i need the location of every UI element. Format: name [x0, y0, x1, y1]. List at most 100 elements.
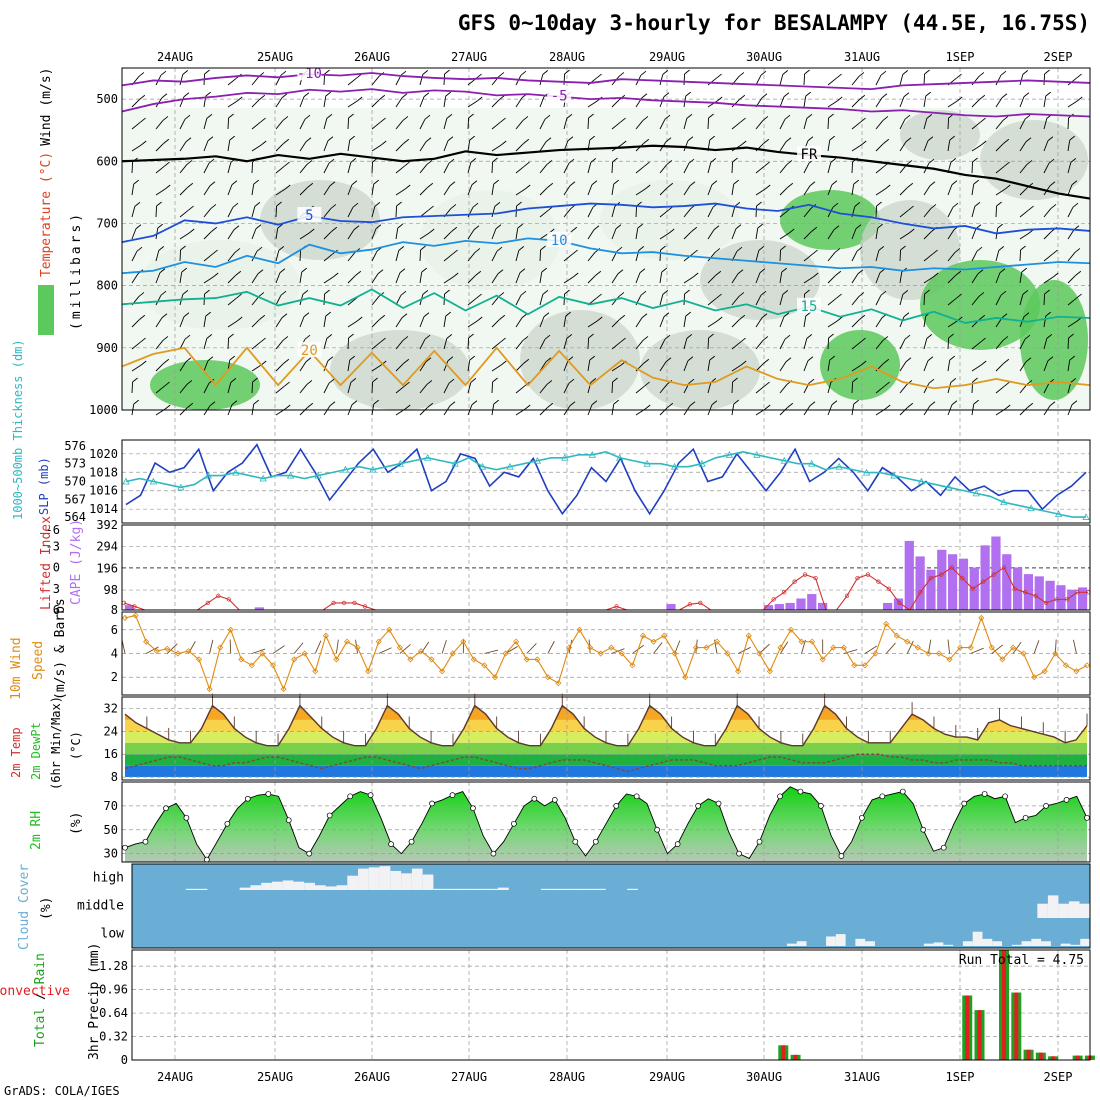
wind-barb	[995, 272, 1001, 284]
wind-barb	[1043, 73, 1046, 86]
li-marker	[886, 586, 892, 591]
wind-barb	[733, 179, 740, 185]
wind-barb	[1070, 158, 1077, 163]
wind-barb	[140, 117, 146, 123]
wind-barb	[491, 296, 500, 306]
wind-barb	[1067, 274, 1077, 284]
wind-barb	[303, 312, 310, 318]
isotherm-label-bg	[796, 146, 821, 162]
li-marker	[970, 586, 975, 591]
wind10m-ylabel-2: Speed	[31, 641, 46, 680]
wind-barb	[419, 316, 425, 328]
wind-barb	[974, 202, 981, 207]
wind-barb	[284, 161, 290, 167]
wind-barb	[474, 248, 481, 253]
cloud-bar	[250, 885, 262, 890]
wind-barb	[1021, 267, 1028, 273]
rh-marker	[163, 805, 169, 812]
wind-barb	[564, 289, 570, 295]
wind-barb	[161, 93, 168, 99]
wind-barb	[299, 249, 302, 262]
wind-barb	[923, 360, 929, 372]
wind-barb	[859, 94, 866, 100]
wind-barb	[635, 205, 638, 218]
wind-barb	[204, 289, 210, 295]
wind-barb	[203, 316, 207, 328]
wind-barb	[203, 140, 209, 152]
wind-barb	[683, 276, 694, 284]
wind-speed-marker	[396, 644, 403, 651]
cloud-bar	[992, 941, 1003, 946]
dewpoint-line	[124, 753, 1087, 773]
wind-speed-marker	[439, 668, 446, 675]
wind-barb	[707, 77, 717, 86]
wind-barb	[1027, 402, 1034, 408]
wind-barb	[539, 74, 544, 86]
wind-barb	[253, 399, 260, 405]
wind-barb	[251, 144, 262, 152]
wind-barb	[257, 269, 264, 275]
wind-barb	[875, 294, 882, 306]
top-date-label: 28AUG	[549, 50, 585, 64]
wind-barb	[1019, 338, 1026, 350]
wind-speed-marker	[883, 620, 890, 627]
wind-barb	[308, 228, 315, 234]
bottom-date-label: 27AUG	[451, 1070, 487, 1084]
rh-marker	[142, 838, 149, 845]
wind-barb	[851, 228, 857, 240]
thickness-marker	[533, 456, 542, 464]
wind-barb	[347, 382, 352, 394]
wind-barb	[779, 118, 786, 130]
wind-barb	[923, 316, 927, 328]
slp-tick-label: 1018	[89, 465, 118, 479]
wind-barb	[326, 334, 333, 339]
wind-barb	[131, 273, 139, 284]
wind-speed-marker	[565, 644, 573, 651]
wind-barb	[971, 144, 982, 152]
top-date-label: 27AUG	[451, 50, 487, 64]
cape-bar	[904, 540, 914, 610]
wind-barb	[203, 338, 208, 350]
wind-barb	[976, 246, 983, 252]
wind-barb	[331, 226, 338, 232]
li-marker	[865, 572, 871, 577]
wind-barb	[783, 92, 790, 98]
wind-barb	[758, 246, 765, 251]
y-tick-label: 1000	[89, 403, 118, 417]
cape-bar	[980, 545, 990, 610]
li-marker	[226, 597, 231, 602]
wind-barb	[611, 341, 621, 350]
wind-barb	[278, 246, 285, 251]
wind-barb	[611, 318, 621, 328]
wind-barb	[155, 120, 164, 130]
wind-barb	[395, 272, 401, 284]
wind-barb	[229, 355, 236, 361]
li-marker	[1054, 597, 1059, 602]
wind-barb	[1043, 118, 1048, 130]
wind-barb	[491, 381, 494, 394]
temp-ylabel-4: (°C)	[69, 731, 83, 760]
wind-barb	[491, 161, 494, 174]
wind-barb	[851, 364, 862, 372]
wind-barb	[707, 320, 718, 328]
cape-bar	[666, 604, 676, 610]
wind-barb	[232, 202, 239, 208]
wind-barb	[905, 357, 912, 363]
li-tick-label: -6	[46, 523, 60, 537]
precip-ylabel: 3hr Precip (mm)	[87, 943, 102, 1060]
wind-barb	[755, 250, 760, 262]
wind-barb	[804, 69, 810, 75]
wind-barb	[209, 401, 216, 407]
wind-barb	[400, 290, 407, 296]
wind-barb	[1067, 184, 1073, 196]
isotherm-label-bg	[297, 65, 322, 81]
wind-barb	[878, 246, 885, 251]
wind-barb	[827, 100, 838, 108]
wind-barb	[497, 269, 504, 275]
wind-barb	[947, 206, 954, 218]
wind-barb	[227, 100, 238, 108]
wind-barb	[827, 360, 831, 372]
panel-frame	[131, 863, 1091, 949]
wind-barb	[1019, 249, 1022, 262]
